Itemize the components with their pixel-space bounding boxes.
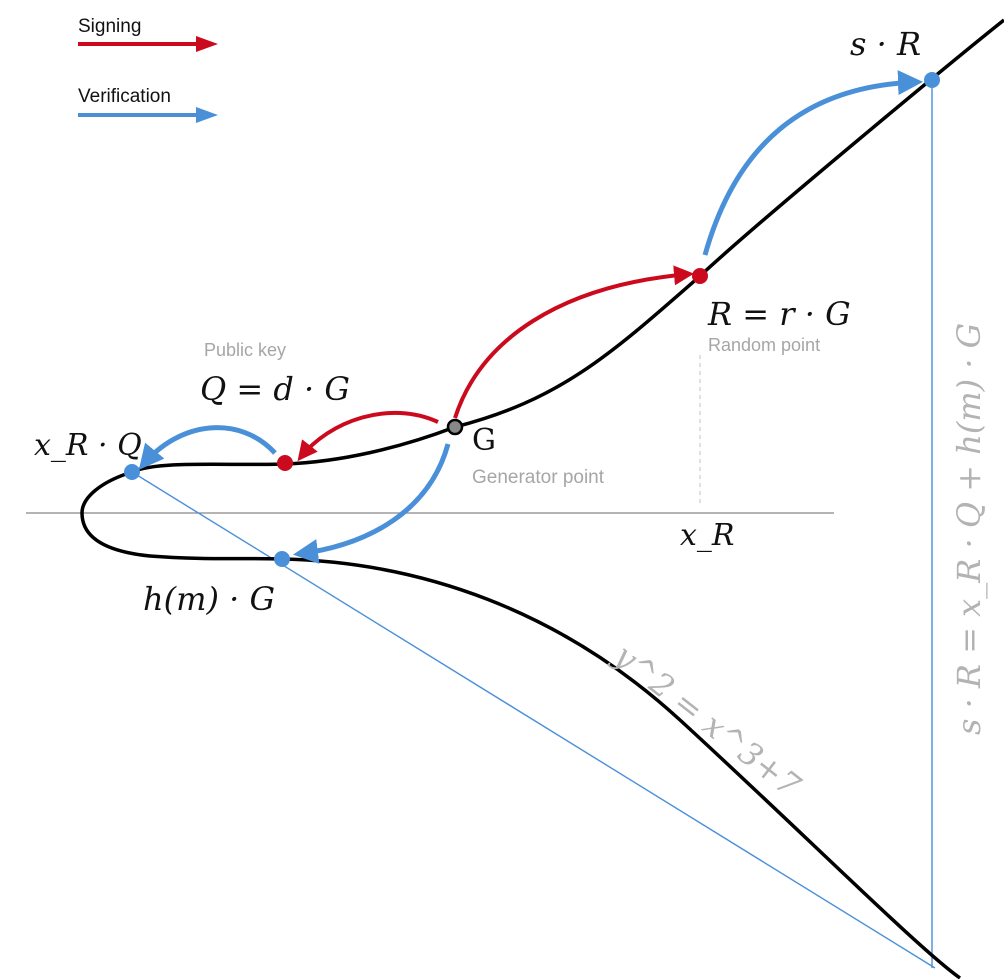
signing-arrow-g-to-q	[297, 410, 439, 462]
legend: Signing Verification	[78, 16, 218, 123]
generator-label: G	[472, 423, 496, 458]
xrq-label: x_R · Q	[34, 428, 142, 463]
public-key-label: Q = d · G	[200, 370, 350, 408]
verification-equation: s · R = x_R · Q + h(m) · G	[950, 323, 988, 735]
signing-arrow-g-to-r	[453, 265, 694, 419]
public-key-caption: Public key	[204, 340, 286, 360]
elliptic-curve	[80, 18, 1004, 980]
x-r-axis-label: x_R	[680, 518, 735, 553]
sr-label: s · R	[850, 25, 921, 63]
hmg-label: h(m) · G	[143, 580, 275, 618]
random-point-marker	[692, 268, 708, 284]
curve-equation: y^2 = x^3+7	[605, 635, 808, 805]
generator-caption: Generator point	[472, 467, 605, 488]
verification-arrow-q-to-xrq	[138, 425, 277, 470]
public-key-point-marker	[277, 455, 293, 471]
generator-point-marker	[446, 418, 464, 436]
legend-verification-label: Verification	[78, 86, 171, 107]
random-point-caption: Random point	[708, 335, 820, 355]
sr-point-marker	[924, 72, 940, 88]
legend-signing-label: Signing	[78, 16, 141, 37]
xrq-point-marker	[124, 464, 140, 480]
verification-arrow-g-to-hmg	[293, 443, 451, 564]
legend-verification-arrowhead	[196, 107, 218, 123]
verification-line-q	[131, 471, 936, 969]
hmg-point-marker	[274, 551, 290, 567]
legend-signing-arrowhead	[196, 36, 218, 52]
verification-arrow-r-to-sr	[702, 70, 923, 256]
random-point-label: R = r · G	[707, 295, 851, 333]
